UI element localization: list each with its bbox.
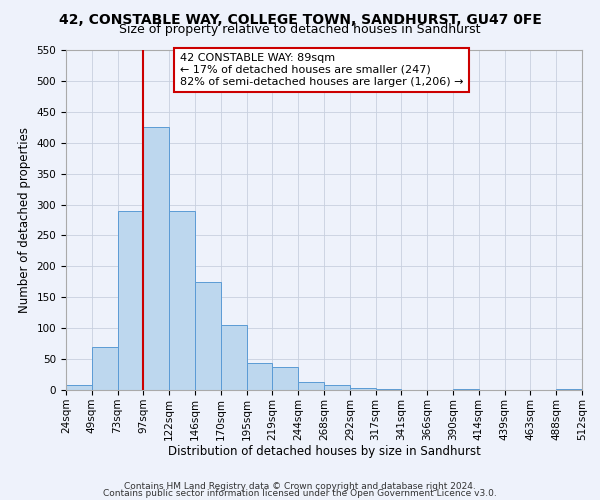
Bar bbox=[221, 325, 247, 390]
Bar bbox=[247, 364, 272, 390]
Bar bbox=[298, 382, 324, 390]
Text: Contains HM Land Registry data © Crown copyright and database right 2024.: Contains HM Land Registry data © Crown c… bbox=[124, 482, 476, 491]
Bar bbox=[324, 385, 350, 390]
Bar bbox=[143, 128, 169, 390]
Bar bbox=[169, 210, 195, 390]
Text: 42 CONSTABLE WAY: 89sqm
← 17% of detached houses are smaller (247)
82% of semi-d: 42 CONSTABLE WAY: 89sqm ← 17% of detache… bbox=[179, 54, 463, 86]
Text: Size of property relative to detached houses in Sandhurst: Size of property relative to detached ho… bbox=[119, 24, 481, 36]
Bar bbox=[118, 210, 143, 390]
Bar bbox=[66, 385, 92, 390]
Bar bbox=[350, 388, 376, 390]
Bar bbox=[195, 282, 221, 390]
Y-axis label: Number of detached properties: Number of detached properties bbox=[18, 127, 31, 313]
Text: Contains public sector information licensed under the Open Government Licence v3: Contains public sector information licen… bbox=[103, 488, 497, 498]
Bar bbox=[556, 389, 582, 390]
X-axis label: Distribution of detached houses by size in Sandhurst: Distribution of detached houses by size … bbox=[167, 446, 481, 458]
Bar bbox=[92, 346, 118, 390]
Bar bbox=[272, 366, 298, 390]
Text: 42, CONSTABLE WAY, COLLEGE TOWN, SANDHURST, GU47 0FE: 42, CONSTABLE WAY, COLLEGE TOWN, SANDHUR… bbox=[59, 12, 541, 26]
